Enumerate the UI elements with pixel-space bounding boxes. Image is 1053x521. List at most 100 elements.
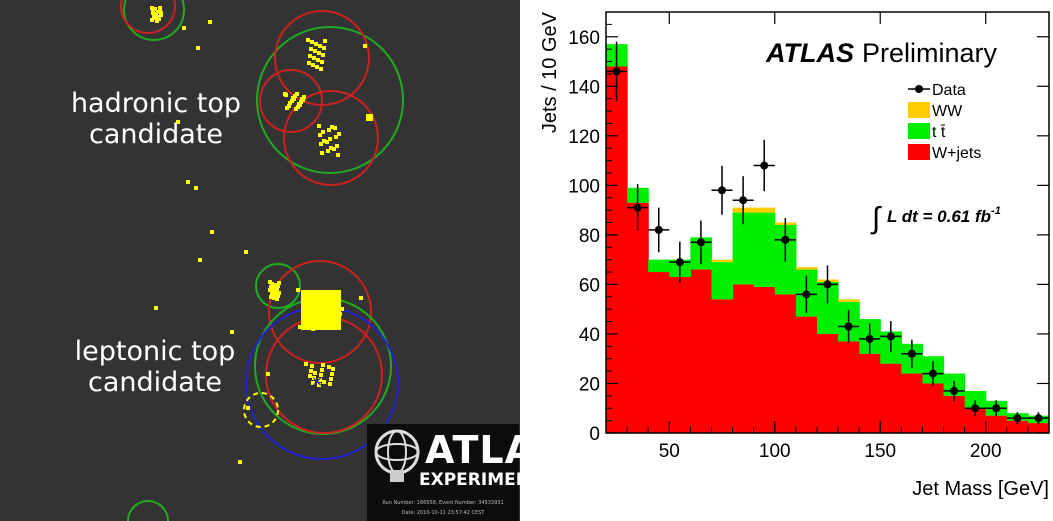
data-point: [739, 196, 748, 205]
x-tick-label: 200: [970, 441, 1002, 462]
x-tick-label: 100: [759, 441, 791, 462]
histogram-bar: [1027, 423, 1050, 433]
energy-deposit: [155, 17, 159, 21]
histogram-bar: [985, 415, 1008, 433]
energy-deposit: [152, 14, 156, 18]
energy-deposit: [330, 125, 334, 129]
data-point: [886, 332, 895, 341]
energy-deposit: [301, 98, 305, 102]
energy-deposit-cluster: [150, 6, 163, 23]
energy-deposit-cluster: [283, 92, 306, 111]
energy-deposit: [311, 63, 315, 67]
energy-deposit-cluster: [304, 362, 335, 387]
energy-deposit: [322, 46, 326, 50]
x-tick-label: 50: [659, 441, 680, 462]
histogram-bar: [795, 267, 818, 270]
y-axis-title: Jets / 10 GeV: [539, 11, 561, 133]
energy-deposit: [336, 153, 340, 157]
jet-mass-histogram: 50 100 150 200 0 20 40 60 80 100 120 140 160 Jets / 1…: [539, 11, 1050, 500]
energy-deposit: [298, 103, 302, 107]
energy-deposit: [274, 290, 278, 294]
energy-deposit: [318, 44, 322, 48]
legend-marker: [915, 85, 923, 93]
energy-deposit: [309, 47, 313, 51]
jet-cone-circle: [127, 500, 169, 521]
energy-deposit: [310, 364, 314, 368]
leptonic-label-line2: candidate: [87, 367, 223, 398]
data-point: [928, 369, 937, 378]
energy-deposit: [284, 93, 288, 97]
jet-cone-circle: [120, 0, 176, 34]
legend: Data WW t t̄ W+jets: [908, 82, 981, 162]
data-point: [1034, 414, 1043, 423]
energy-deposit: [329, 146, 333, 150]
histogram-bar: [732, 212, 755, 285]
energy-deposit: [323, 39, 327, 43]
energy-deposit: [322, 139, 326, 143]
y-tick-label: 120: [568, 127, 600, 148]
energy-deposit: [287, 104, 291, 108]
energy-deposit: [292, 97, 296, 101]
energy-deposit: [330, 372, 334, 376]
run-info: Run Number: 166658, Event Number: 345339…: [382, 500, 504, 506]
histogram-bar: [922, 383, 945, 433]
data-point: [844, 322, 853, 331]
histogram-bar: [753, 207, 776, 213]
jet-cone-circle: [255, 263, 301, 309]
data-point: [992, 404, 1001, 413]
jet-cone-circle: [259, 69, 323, 133]
energy-deposit: [230, 330, 234, 334]
data-point: [1013, 414, 1022, 423]
atlas-logo-subtitle: EXPERIMENT: [419, 470, 520, 490]
energy-deposit: [208, 20, 212, 24]
legend-swatch: [908, 102, 930, 118]
energy-deposit: [298, 325, 302, 329]
jet-cone-circle: [256, 26, 404, 174]
histogram-bar: [774, 294, 797, 433]
series-data: [606, 41, 1049, 425]
data-point: [760, 161, 769, 170]
missing-energy-circle: [243, 392, 279, 428]
data-point: [950, 386, 959, 395]
event-date: Date: 2010-10-11 23:57:42 CEST: [401, 510, 485, 516]
y-tick-label: 0: [589, 424, 600, 445]
legend-label: t t̄: [932, 124, 946, 141]
energy-deposit: [271, 289, 275, 293]
y-tick-label: 100: [568, 176, 600, 197]
atlas-label-experiment: ATLAS: [765, 38, 854, 68]
energy-deposit: [194, 186, 198, 190]
energy-deposit: [186, 180, 190, 184]
energy-deposit: [273, 293, 277, 297]
energy-deposit: [158, 6, 162, 10]
histogram-bar: [838, 341, 860, 433]
histogram-bar: [711, 262, 734, 300]
energy-deposit: [321, 363, 325, 367]
energy-deposit: [331, 367, 335, 371]
energy-deposit: [270, 292, 274, 296]
energy-deposit: [272, 286, 276, 290]
energy-deposit: [151, 9, 155, 13]
y-tick-label: 60: [579, 275, 600, 296]
histogram-bar: [648, 259, 670, 273]
energy-deposit: [309, 369, 313, 373]
energy-deposit: [333, 126, 337, 130]
energy-deposit: [311, 381, 315, 385]
hadronic-label-line2: candidate: [88, 119, 224, 150]
energy-deposit: [317, 51, 321, 55]
energy-deposit: [318, 133, 322, 137]
energy-deposit: [328, 382, 332, 386]
energy-deposit: [269, 295, 273, 299]
y-tick-label: 40: [579, 325, 600, 346]
histogram-bar: [711, 299, 734, 433]
histogram-bar: [627, 202, 649, 433]
jet-cone-circle: [265, 316, 383, 434]
histogram-bar: [816, 333, 839, 433]
hadronic-label-line1: hadronic top: [70, 88, 242, 119]
energy-deposit: [328, 320, 332, 324]
data-point: [633, 203, 642, 212]
legend-label: W+jets: [932, 145, 981, 162]
energy-deposit: [196, 46, 200, 50]
energy-deposit: [277, 291, 281, 295]
energy-deposit: [337, 132, 341, 136]
histogram-bar: [816, 281, 839, 334]
